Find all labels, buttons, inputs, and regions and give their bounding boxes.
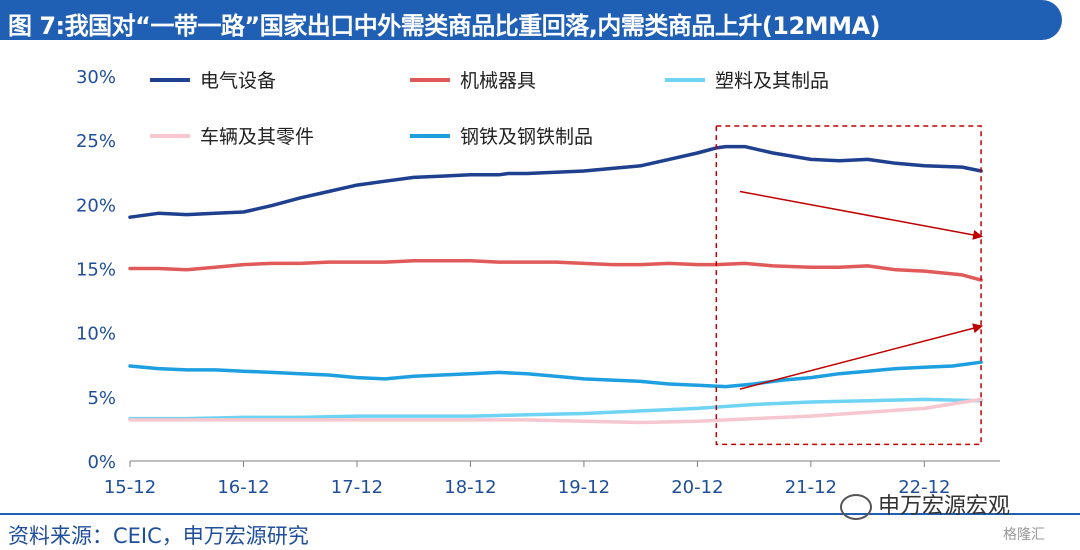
legend-label-0: 电气设备 (200, 70, 276, 92)
series-line-3 (128, 397, 983, 425)
y-tick-label: 15% (76, 260, 116, 281)
series-line-4 (128, 360, 983, 389)
source-note: 资料来源：CEIC，申万宏源研究 (8, 524, 309, 548)
x-tick-label: 17-12 (331, 477, 383, 498)
y-tick-label: 10% (76, 324, 116, 345)
footer-divider (0, 513, 1080, 515)
x-tick-label: 16-12 (217, 477, 269, 498)
legend-label-4: 钢铁及钢铁制品 (460, 126, 593, 148)
series-line-0 (128, 144, 983, 219)
x-tick-label: 18-12 (444, 477, 496, 498)
y-tick-label: 5% (87, 388, 116, 409)
trend-arrow-down (739, 190, 984, 240)
series-line-2 (128, 397, 983, 421)
chart-title: 图 7:我国对“一带一路”国家出口中外需类商品比重回落,内需类商品上升(12MM… (8, 12, 881, 40)
x-tick-label: 21-12 (785, 477, 837, 498)
legend-label-1: 机械器具 (460, 70, 536, 92)
highlight-box (715, 125, 982, 446)
title-bar: 图 7:我国对“一带一路”国家出口中外需类商品比重回落,内需类商品上升(12MM… (0, 0, 1062, 40)
y-tick-label: 20% (76, 195, 116, 216)
x-tick-label: 22-12 (898, 477, 950, 498)
y-tick-label: 0% (87, 452, 116, 473)
legend-label-2: 塑料及其制品 (715, 70, 829, 92)
x-tick-label: 20-12 (671, 477, 723, 498)
legend-label-3: 车辆及其零件 (200, 126, 314, 148)
y-tick-label: 30% (76, 67, 116, 88)
wechat-icon (840, 494, 872, 520)
trend-arrow-up (739, 323, 984, 390)
brand-label: 申万宏源宏观 (878, 494, 1011, 519)
x-tick-label: 15-12 (104, 477, 156, 498)
y-tick-label: 25% (76, 131, 116, 152)
series-line-1 (128, 259, 983, 282)
brand-watermark: 申万宏源宏观 (840, 488, 1010, 520)
x-tick-label: 19-12 (558, 477, 610, 498)
site-watermark: 格隆汇 (1003, 527, 1045, 543)
